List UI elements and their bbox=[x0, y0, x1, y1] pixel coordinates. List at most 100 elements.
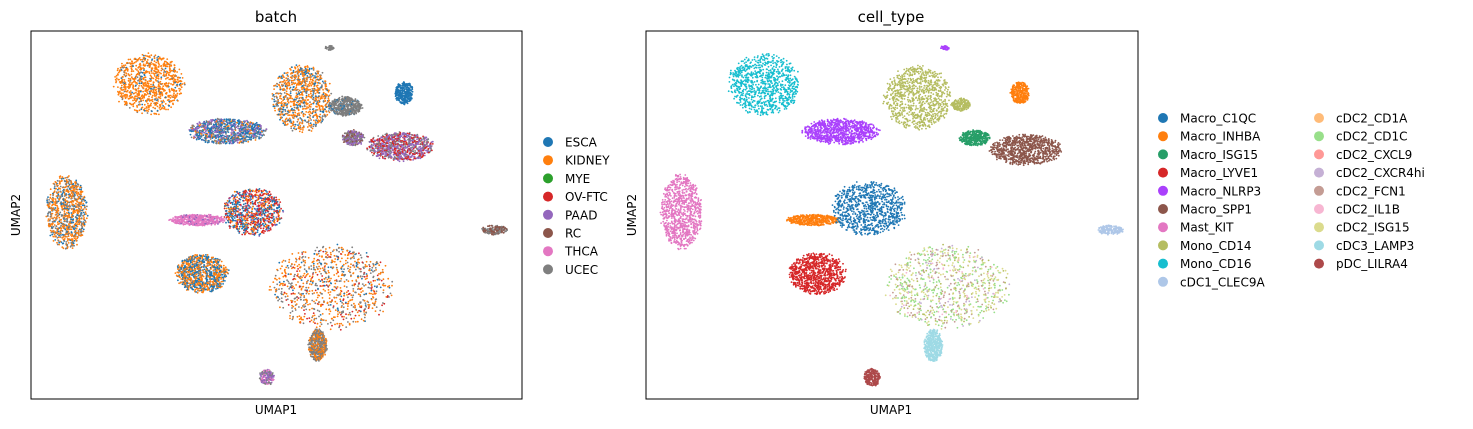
data-point bbox=[283, 95, 286, 98]
data-point bbox=[141, 103, 144, 106]
data-point bbox=[65, 241, 68, 243]
data-point bbox=[279, 108, 282, 111]
data-point bbox=[77, 193, 80, 195]
data-point bbox=[122, 64, 125, 67]
data-point bbox=[235, 126, 238, 129]
data-point bbox=[118, 81, 121, 83]
data-point bbox=[309, 83, 312, 85]
data-point bbox=[259, 128, 261, 131]
data-point bbox=[408, 132, 411, 135]
data-point bbox=[298, 64, 301, 67]
data-point bbox=[412, 138, 415, 141]
data-point bbox=[414, 136, 417, 139]
data-point bbox=[363, 136, 366, 139]
data-point bbox=[233, 134, 235, 136]
data-point bbox=[395, 154, 398, 157]
data-point bbox=[310, 119, 312, 121]
data-point bbox=[276, 85, 278, 88]
data-point bbox=[353, 113, 356, 115]
data-point bbox=[167, 82, 170, 85]
data-point bbox=[161, 82, 164, 85]
data-point bbox=[311, 127, 314, 130]
data-point bbox=[171, 83, 174, 86]
data-point bbox=[123, 69, 126, 72]
data-point bbox=[324, 93, 327, 95]
data-point bbox=[221, 134, 224, 137]
data-point bbox=[378, 144, 381, 147]
data-point bbox=[159, 95, 162, 97]
data-point bbox=[383, 139, 386, 141]
data-point bbox=[152, 63, 155, 66]
data-point bbox=[317, 88, 320, 91]
data-point bbox=[170, 69, 173, 72]
data-point bbox=[257, 123, 259, 126]
data-point bbox=[290, 121, 292, 123]
data-point bbox=[399, 131, 402, 134]
data-point bbox=[148, 108, 150, 111]
data-point bbox=[292, 79, 295, 82]
data-point bbox=[340, 110, 343, 113]
data-point bbox=[134, 68, 137, 70]
data-point bbox=[346, 95, 349, 98]
data-point bbox=[399, 148, 402, 151]
data-point bbox=[292, 116, 294, 119]
data-point bbox=[277, 102, 280, 104]
data-point bbox=[284, 120, 287, 123]
data-point bbox=[196, 133, 198, 136]
data-point bbox=[144, 54, 147, 57]
data-point bbox=[344, 132, 347, 135]
point-cluster bbox=[271, 64, 333, 134]
data-point bbox=[142, 90, 145, 93]
data-point bbox=[411, 148, 414, 151]
data-point bbox=[136, 106, 139, 108]
data-point bbox=[379, 146, 382, 149]
data-point bbox=[149, 92, 151, 95]
data-point bbox=[406, 151, 409, 154]
data-point bbox=[147, 102, 149, 105]
data-point bbox=[324, 108, 326, 111]
data-point bbox=[215, 137, 217, 140]
data-point bbox=[124, 103, 126, 106]
data-point bbox=[278, 84, 281, 87]
data-point bbox=[316, 109, 319, 111]
data-point bbox=[238, 119, 240, 121]
data-point bbox=[200, 138, 203, 141]
data-point bbox=[330, 92, 333, 95]
data-point bbox=[139, 58, 142, 61]
data-point bbox=[195, 138, 198, 141]
data-point bbox=[421, 156, 423, 158]
data-point bbox=[135, 84, 137, 87]
data-point bbox=[223, 127, 225, 130]
data-point bbox=[232, 129, 234, 131]
data-point bbox=[240, 140, 243, 143]
data-point bbox=[143, 54, 145, 57]
data-point bbox=[143, 94, 146, 97]
data-point bbox=[197, 136, 200, 139]
data-point bbox=[296, 95, 299, 98]
data-point bbox=[417, 137, 420, 140]
data-point bbox=[217, 129, 220, 131]
data-point bbox=[349, 103, 352, 105]
data-point bbox=[135, 82, 137, 84]
data-point bbox=[309, 122, 312, 125]
data-point bbox=[401, 94, 404, 97]
data-point bbox=[120, 84, 123, 87]
data-point bbox=[354, 141, 357, 144]
data-point bbox=[315, 122, 317, 124]
data-point bbox=[123, 79, 126, 81]
data-point bbox=[273, 105, 276, 108]
data-point bbox=[140, 100, 143, 103]
data-point bbox=[352, 104, 355, 107]
data-point bbox=[340, 106, 342, 108]
data-point bbox=[130, 96, 133, 99]
data-point bbox=[324, 114, 327, 117]
data-point bbox=[383, 149, 386, 152]
data-point bbox=[327, 46, 330, 49]
data-point bbox=[359, 105, 362, 108]
data-point bbox=[172, 74, 175, 76]
data-point bbox=[228, 119, 231, 122]
data-point bbox=[148, 72, 151, 75]
data-point bbox=[291, 66, 293, 69]
data-point bbox=[356, 105, 359, 107]
data-point bbox=[348, 109, 351, 112]
